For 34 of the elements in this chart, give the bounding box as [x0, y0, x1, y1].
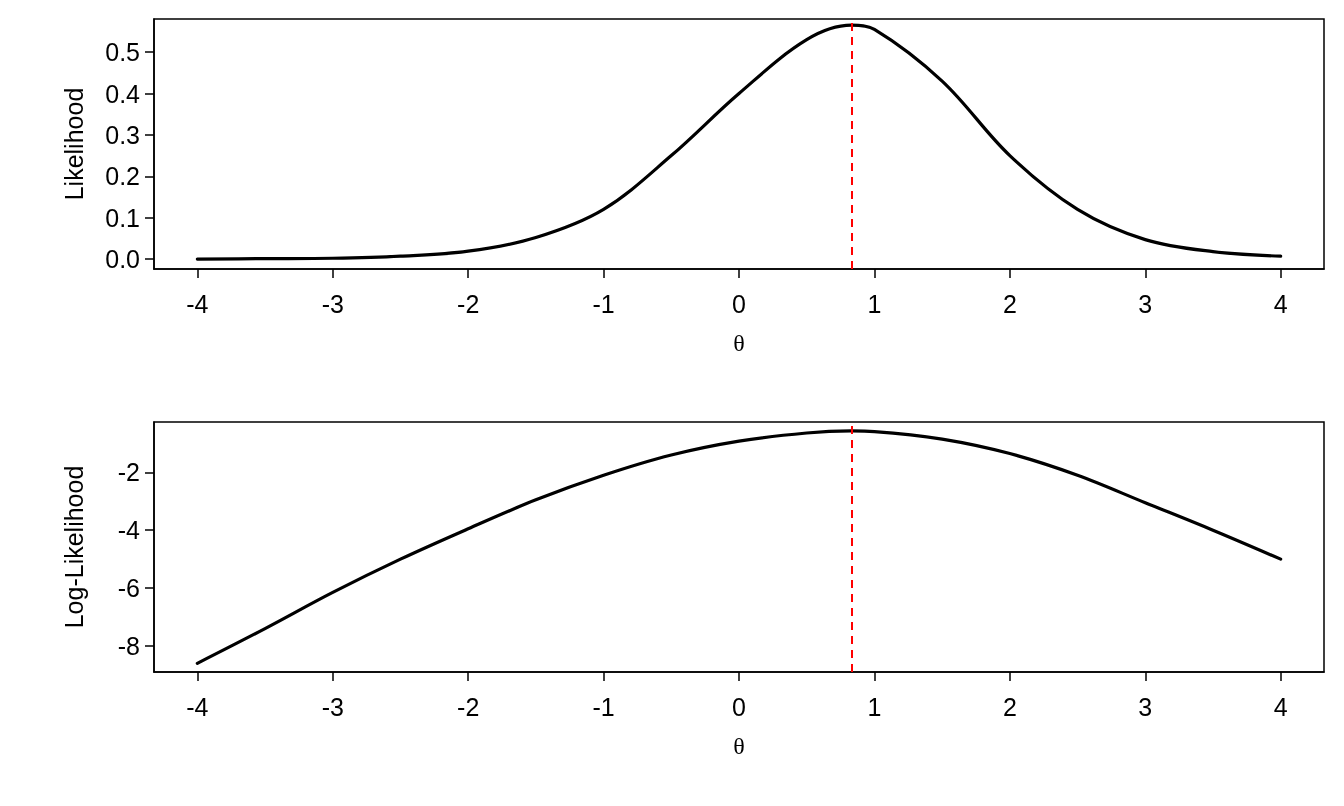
x-tick-label: 0 [732, 692, 746, 721]
x-tick-label: 3 [1138, 692, 1153, 721]
y-tick-label: -2 [117, 458, 140, 487]
x-tick-label: -2 [457, 289, 480, 318]
x-tick-label: 2 [1002, 289, 1017, 318]
y-tick-label: 0.5 [105, 38, 140, 67]
x-tick-label: -4 [186, 692, 209, 721]
line-series [195, 429, 1283, 665]
y-tick-label: -6 [117, 574, 140, 603]
y-tick-label: -4 [117, 516, 141, 545]
line-series [195, 23, 1283, 261]
y-tick-label: 0.1 [105, 203, 140, 232]
y-tick-label: -8 [117, 631, 140, 660]
x-tick-label: -4 [186, 289, 209, 318]
y-tick-label: 0.0 [105, 245, 140, 274]
x-tick-label: 4 [1273, 289, 1288, 318]
y-tick-label: 0.2 [105, 162, 140, 191]
x-axis-title: θ [733, 733, 745, 759]
x-tick-label: 2 [1002, 692, 1017, 721]
x-tick-label: -3 [321, 289, 344, 318]
x-axis-title: θ [733, 330, 745, 356]
x-tick-label: -2 [457, 692, 480, 721]
x-tick-label: -1 [592, 692, 615, 721]
x-tick-label: 0 [732, 289, 746, 318]
y-axis-title: Log-Likelihood [59, 465, 88, 629]
x-tick-label: 3 [1138, 289, 1153, 318]
y-axis-title: Likelihood [59, 87, 88, 201]
x-tick-label: 1 [867, 692, 882, 721]
y-tick-label: 0.4 [105, 79, 141, 108]
x-tick-label: 4 [1273, 692, 1288, 721]
x-tick-label: -1 [592, 289, 615, 318]
x-tick-label: 1 [867, 289, 882, 318]
y-tick-label: 0.3 [105, 120, 140, 149]
x-tick-label: -3 [321, 692, 344, 721]
